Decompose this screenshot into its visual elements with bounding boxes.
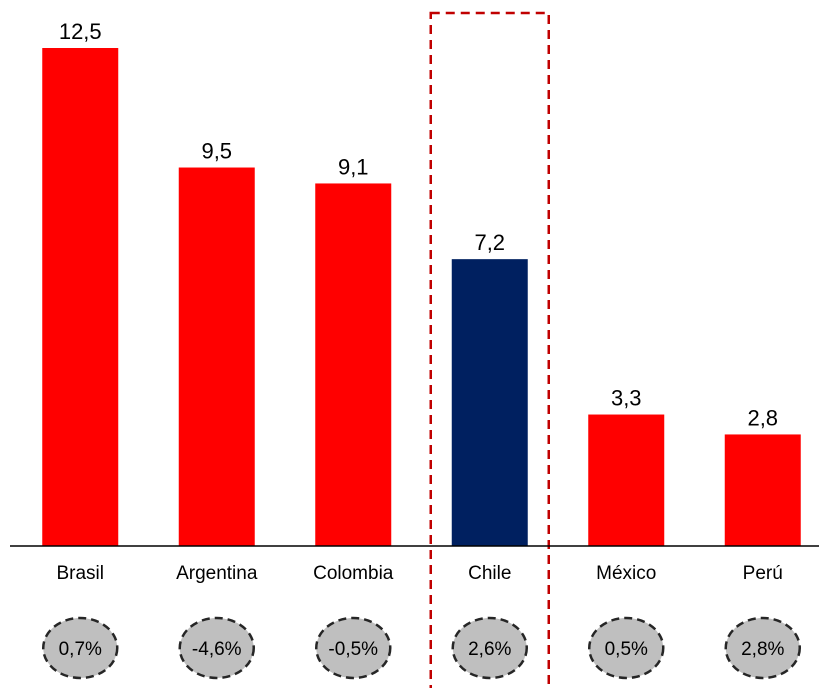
- value-label-peru: 2,8: [747, 405, 778, 430]
- category-label-colombia: Colombia: [313, 563, 394, 584]
- value-label-argentina: 9,5: [201, 139, 232, 164]
- growth-label-chile: 2,6%: [468, 639, 511, 660]
- value-label-chile: 7,2: [474, 230, 505, 255]
- growth-label-argentina: -4,6%: [192, 639, 242, 660]
- bar-brasil: [42, 48, 118, 546]
- value-label-mexico: 3,3: [611, 386, 642, 411]
- growth-label-brasil: 0,7%: [59, 639, 102, 660]
- bar-colombia: [315, 183, 391, 546]
- category-label-mexico: México: [596, 563, 656, 584]
- value-labels-layer: 12,5 9,5 9,1 7,2 3,3 2,8: [59, 19, 778, 430]
- category-label-brasil: Brasil: [56, 563, 104, 584]
- value-label-colombia: 9,1: [338, 154, 369, 179]
- bar-peru: [725, 434, 801, 546]
- bars-layer: [42, 48, 801, 546]
- category-label-argentina: Argentina: [176, 563, 258, 584]
- bar-argentina: [179, 168, 255, 546]
- growth-label-colombia: -0,5%: [328, 639, 378, 660]
- growth-badges-layer: 0,7% -4,6% -0,5% 2,6% 0,5% 2,8%: [43, 618, 800, 678]
- growth-label-peru: 2,8%: [741, 639, 784, 660]
- category-labels-layer: Brasil Argentina Colombia Chile México Perú: [56, 563, 782, 584]
- category-label-peru: Perú: [743, 563, 783, 584]
- growth-label-mexico: 0,5%: [605, 639, 648, 660]
- bar-chile: [452, 259, 528, 546]
- value-label-brasil: 12,5: [59, 19, 102, 44]
- category-label-chile: Chile: [468, 563, 511, 584]
- bar-mexico: [588, 415, 664, 546]
